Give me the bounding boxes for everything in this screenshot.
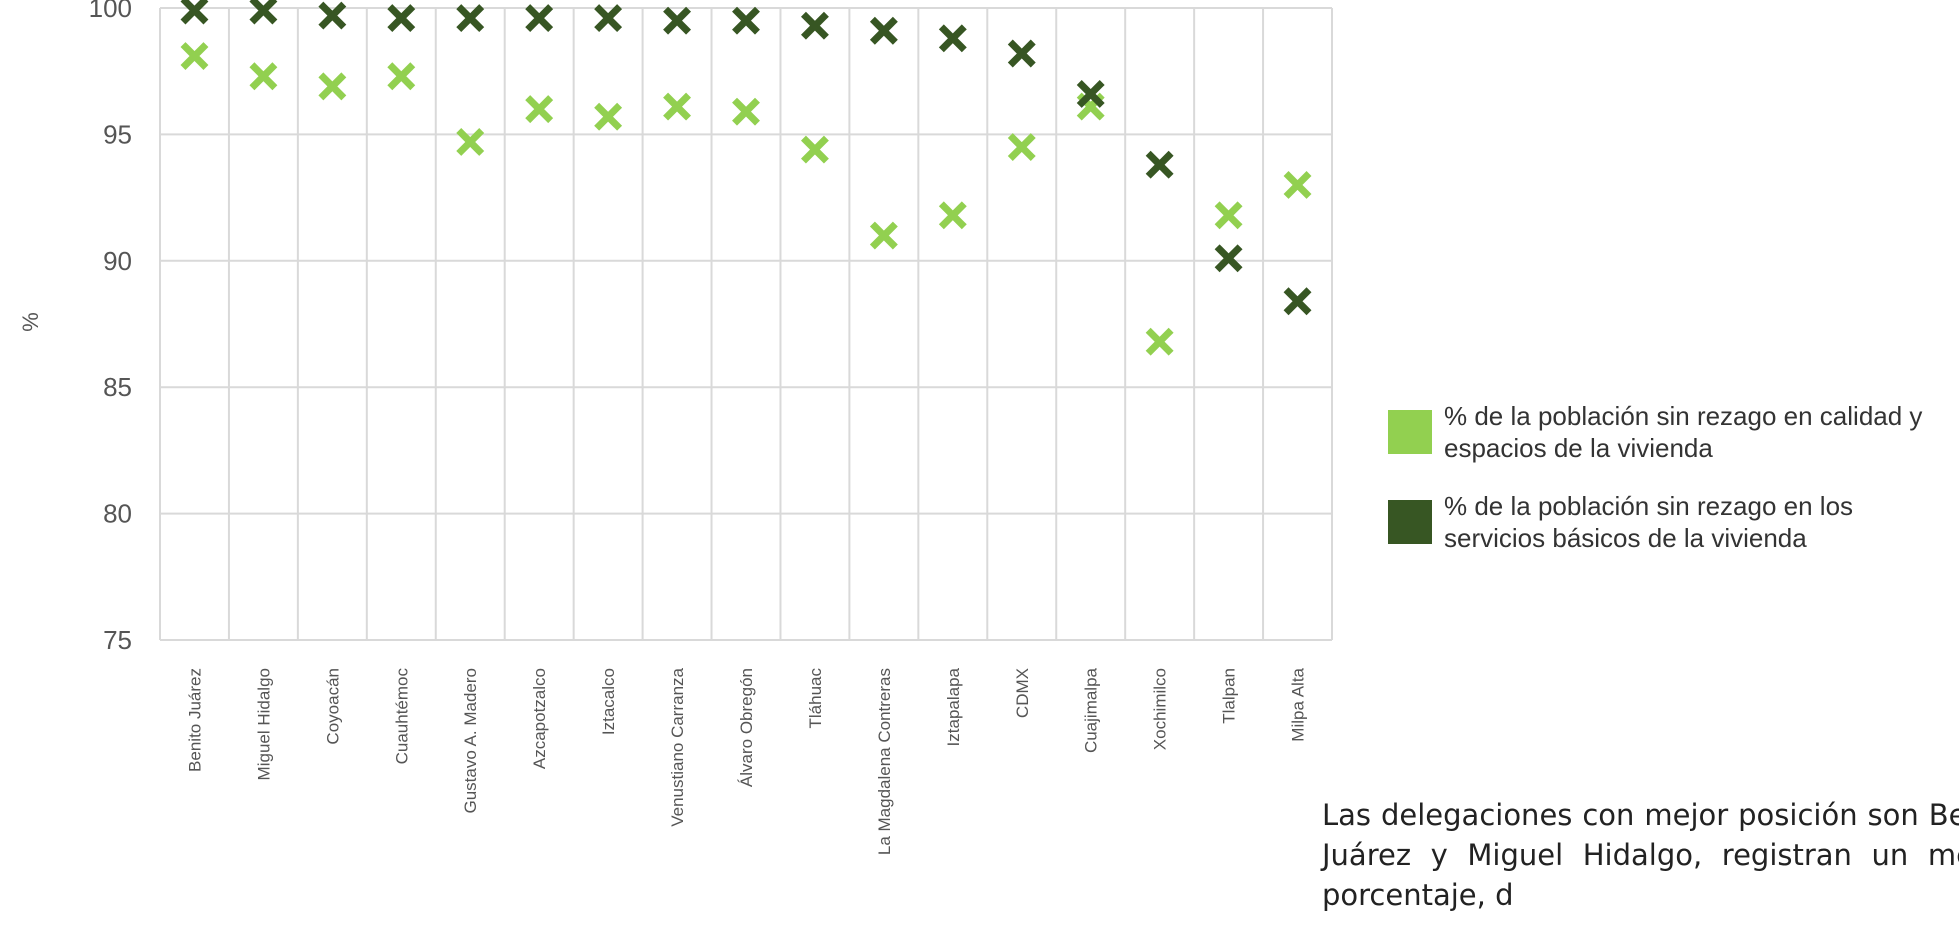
marker-series-1 (525, 95, 554, 124)
marker-series-1 (387, 62, 416, 91)
marker-series-2 (1214, 244, 1243, 273)
y-tick-label: 75 (103, 625, 132, 655)
x-tick-label: Cuauhtémoc (392, 668, 411, 765)
y-axis-label: % (18, 312, 43, 332)
y-tick-label: 85 (103, 372, 132, 402)
marker-series-1 (938, 201, 967, 230)
marker-series-2 (1145, 150, 1174, 179)
marker-series-1 (180, 42, 209, 70)
marker-series-2 (318, 1, 347, 30)
body-text: Las delegaciones con mejor posición son … (1322, 798, 1959, 912)
x-tick-label: Milpa Alta (1289, 667, 1308, 741)
x-tick-label: Tláhuac (806, 668, 825, 729)
x-tick-label: Cuajimalpa (1082, 667, 1101, 753)
marker-series-1 (1283, 171, 1312, 199)
x-tick-label: La Magdalena Contreras (875, 668, 894, 855)
marker-series-1 (249, 62, 278, 91)
marker-series-2 (1007, 39, 1036, 68)
marker-series-1 (1007, 133, 1036, 161)
x-tick-label: Iztapalapa (944, 667, 963, 746)
x-tick-label: Álvaro Obregón (737, 668, 756, 787)
marker-series-1 (663, 92, 692, 121)
marker-series-1 (594, 102, 623, 131)
y-tick-label: 95 (103, 119, 132, 149)
legend-label-calidad: % de la población sin rezago en calidad … (1444, 401, 1923, 463)
marker-series-2 (387, 4, 416, 33)
marker-series-1 (1214, 201, 1243, 230)
marker-series-1 (869, 221, 898, 250)
y-tick-label: 100 (89, 0, 132, 23)
marker-series-2 (180, 0, 209, 25)
x-tick-label: Coyoacán (323, 668, 342, 745)
scatter-chart: 75 80 85 90 95 100 % Benito Juárez Miguel Hida… (18, 0, 1333, 855)
legend-label-servicios: % de la población sin rezago en los serv… (1444, 491, 1854, 553)
x-tick-label: Tlalpan (1220, 668, 1239, 724)
marker-series-1 (1145, 327, 1174, 356)
x-tick-label: Venustiano Carranza (668, 667, 687, 826)
marker-series-2 (1076, 80, 1105, 108)
legend-swatch-calidad (1388, 410, 1432, 454)
marker-series-1 (732, 97, 760, 126)
marker-series-2 (456, 4, 485, 33)
y-tick-label: 80 (103, 499, 132, 529)
y-tick-label: 90 (103, 246, 132, 276)
marker-series-2 (1283, 287, 1312, 316)
x-tick-label: Benito Juárez (185, 668, 204, 772)
marker-series-1 (318, 72, 347, 101)
x-tick-label: Azcapotzalco (530, 668, 549, 769)
data-points (180, 0, 1312, 356)
marker-series-2 (594, 4, 623, 33)
marker-series-2 (800, 11, 829, 40)
x-axis-ticks: Benito Juárez Miguel Hidalgo Coyoacán Cuauh… (185, 667, 1307, 855)
x-tick-label: Iztacalco (599, 668, 618, 735)
legend-item-servicios: % de la población sin rezago en los serv… (1388, 490, 1948, 554)
marker-series-2 (869, 16, 898, 45)
marker-series-2 (249, 0, 278, 25)
marker-series-1 (456, 128, 485, 156)
x-tick-label: Gustavo A. Madero (461, 668, 480, 814)
y-axis-ticks: 75 80 85 90 95 100 (89, 0, 132, 655)
grid-lines (159, 7, 1333, 641)
marker-series-2 (525, 4, 554, 33)
marker-series-2 (663, 6, 692, 35)
marker-series-2 (732, 6, 760, 35)
legend-swatch-servicios (1388, 500, 1432, 544)
x-tick-label: CDMX (1013, 668, 1032, 718)
legend-item-calidad: % de la población sin rezago en calidad … (1388, 400, 1948, 464)
marker-series-1 (800, 135, 829, 164)
legend: % de la población sin rezago en calidad … (1388, 400, 1948, 580)
marker-series-2 (938, 24, 967, 53)
x-tick-label: Miguel Hidalgo (254, 668, 273, 780)
x-tick-label: Xochimilco (1151, 668, 1170, 750)
